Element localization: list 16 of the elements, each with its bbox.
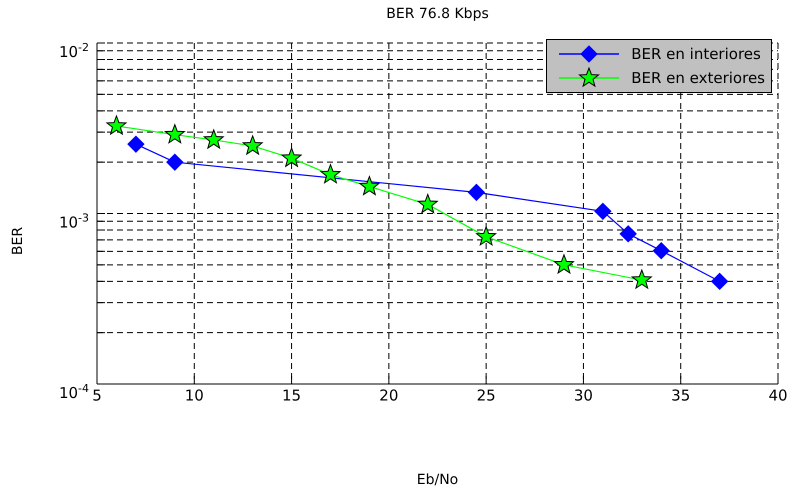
x-tick-label: 10 [184,386,204,405]
x-tick-label: 20 [379,386,398,405]
y-tick-label: 10$^{-3}$ [58,211,89,232]
x-tick-label: 15 [282,386,302,405]
x-tick-label: 5 [92,386,102,405]
y-tick-label: 10$^{-2}$ [58,40,89,61]
legend-label: BER en exteriores [631,69,765,87]
x-tick-label: 30 [574,386,593,405]
y-axis-title: BER [10,226,26,255]
x-tick-label: 25 [476,386,496,405]
legend-label: BER en interiores [631,45,761,63]
x-tick-label: 35 [671,386,690,405]
x-axis-title: Eb/No [416,472,460,488]
x-tick-label: 40 [768,386,788,405]
y-tick-label: 10$^{-4}$ [58,382,89,402]
chart-title: BER 76.8 Kbps [385,6,490,22]
